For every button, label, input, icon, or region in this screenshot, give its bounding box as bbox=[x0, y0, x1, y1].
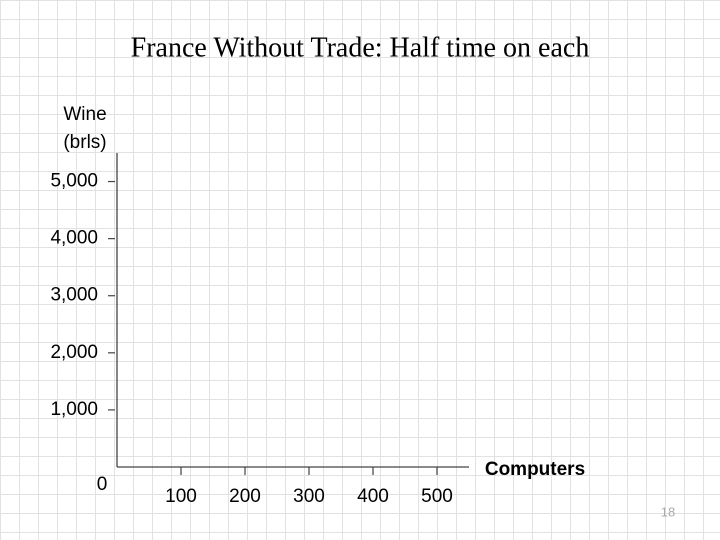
x-axis-label: Computers bbox=[485, 459, 585, 480]
x-tick-label: 400 bbox=[357, 486, 389, 507]
y-axis-label: Wine bbox=[63, 104, 106, 125]
y-tick-label: 1,000 bbox=[50, 399, 98, 420]
y-tick-label: 5,000 bbox=[50, 171, 98, 192]
x-tick-label: 300 bbox=[293, 486, 325, 507]
y-axis-label: (brls) bbox=[63, 132, 106, 153]
chart-title: France Without Trade: Half time on each bbox=[131, 32, 590, 63]
x-tick-label: 200 bbox=[229, 486, 261, 507]
y-tick-label: 0 bbox=[97, 474, 108, 495]
y-tick-label: 4,000 bbox=[50, 228, 98, 249]
x-tick-label: 500 bbox=[421, 486, 453, 507]
slide-number: 18 bbox=[661, 504, 675, 519]
x-tick-label: 100 bbox=[165, 486, 197, 507]
y-tick-label: 2,000 bbox=[50, 342, 98, 363]
y-tick-label: 3,000 bbox=[50, 285, 98, 306]
